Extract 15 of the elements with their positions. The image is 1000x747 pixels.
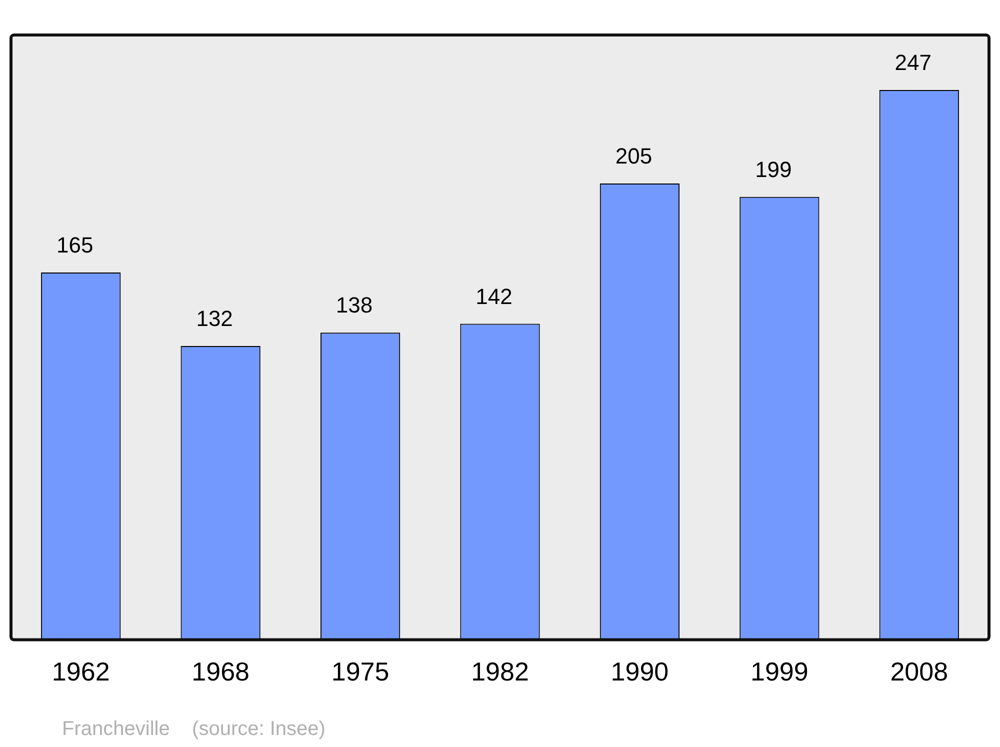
data-label: 138 — [336, 292, 373, 318]
x-tick-label: 2008 — [890, 656, 948, 687]
text: Francheville (source: Insee) — [62, 718, 326, 741]
data-label: 205 — [615, 144, 652, 169]
data-label: 165 — [56, 232, 94, 258]
data-label: 142 — [476, 284, 512, 309]
x-tick-label: 1962 — [52, 656, 110, 687]
data-label: 132 — [196, 306, 233, 332]
data-label: 247 — [894, 50, 932, 76]
x-tick-label: 1975 — [331, 656, 390, 687]
x-tick-label: 1990 — [610, 656, 669, 687]
x-tick-label: 1999 — [750, 656, 808, 687]
x-tick-label: 1968 — [192, 656, 250, 687]
data-label: 199 — [755, 156, 792, 182]
x-tick-label: 1982 — [471, 656, 529, 687]
